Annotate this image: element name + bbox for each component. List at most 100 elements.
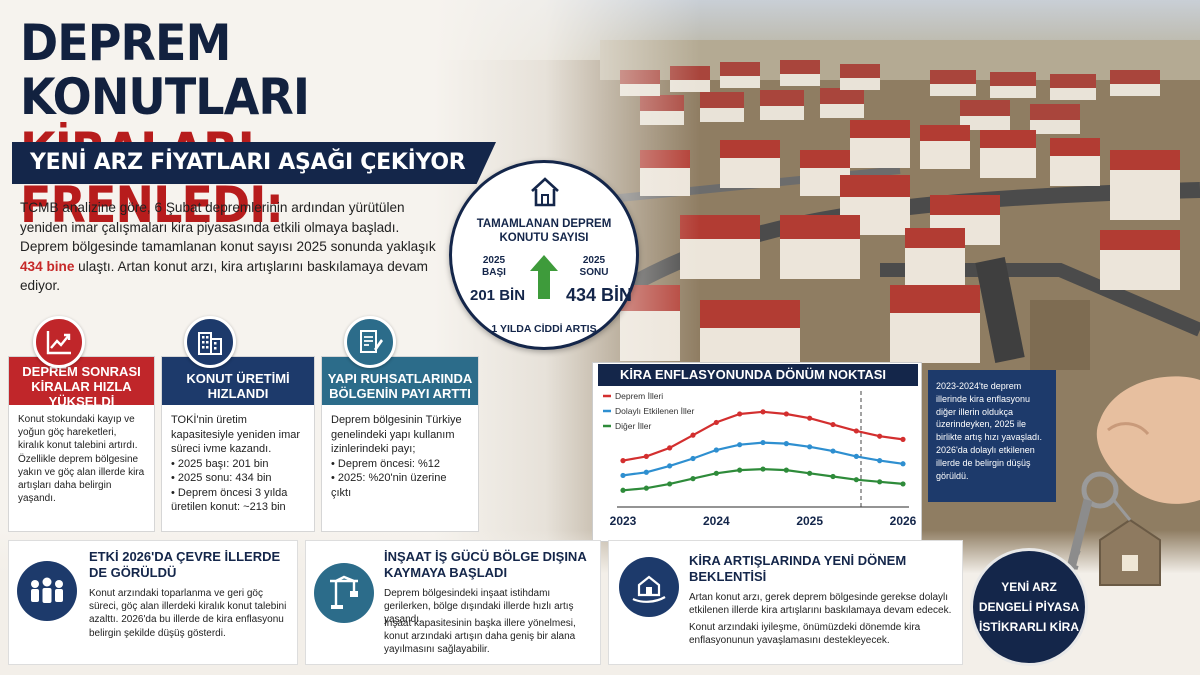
- list-item: 2025 başı: 201 bin: [171, 457, 305, 472]
- circle-footer: 1 YILDA CİDDİ ARTIŞ: [491, 323, 597, 335]
- document-icon: [344, 316, 396, 368]
- chart-title: KİRA ENFLASYONUNDA DÖNÜM NOKTASI: [598, 364, 918, 386]
- bottom-card-labor-text-2: İnşaat kapasitesinin başka illere yönelm…: [384, 618, 576, 656]
- data-point: [807, 444, 813, 450]
- legend-label: Diğer İller: [615, 421, 652, 431]
- data-point: [643, 485, 649, 491]
- bottom-card-impact: ETKİ 2026'DA ÇEVRE İLLERDE DE GÖRÜLDÜ Ko…: [8, 540, 298, 665]
- card-permits-title: YAPI RUHSATLARINDA BÖLGENİN PAYI ARTTI: [322, 357, 478, 405]
- x-tick-label: 2023: [610, 514, 637, 528]
- card-rents-rose-body: Konut stokundaki kayıp ve yoğun göç hare…: [18, 414, 145, 505]
- card-rents-rose-title: DEPREM SONRASI KİRALAR HIZLA YÜKSELDİ: [9, 357, 154, 409]
- data-point: [900, 436, 906, 442]
- data-point: [877, 479, 883, 485]
- data-point: [643, 469, 649, 475]
- data-point: [690, 455, 696, 462]
- data-point: [760, 439, 766, 446]
- data-point: [877, 458, 883, 464]
- keys-hand-illustration: [1063, 376, 1200, 586]
- data-point: [620, 472, 626, 479]
- data-point: [667, 463, 673, 469]
- chart-note: 2023-2024'te deprem illerinde kira enfla…: [928, 370, 1056, 502]
- card-production-intro: TOKİ'nin üretim kapasitesiyle yeniden im…: [171, 414, 301, 455]
- bottom-card-expectation-text-2: Konut arzındaki iyileşme, önümüzdeki dön…: [689, 622, 921, 647]
- card-production-title: KONUT ÜRETİMİ HIZLANDI: [162, 357, 314, 405]
- housing-count-circle: TAMAMLANAN DEPREM KONUTU SAYISI 2025 BAŞ…: [449, 160, 639, 350]
- series-line: [622, 467, 904, 492]
- data-point: [900, 461, 906, 467]
- bottom-card-labor: İNŞAAT İŞ GÜCÜ BÖLGE DIŞINA KAYMAYA BAŞL…: [305, 540, 601, 665]
- card-permits-list: Deprem öncesi: %12 2025: %20'nin üzerine…: [331, 457, 469, 501]
- summary-badge: YENİ ARZ DENGELİ PİYASA İSTİKRARLI KİRA: [970, 548, 1088, 666]
- bottom-card-impact-title: ETKİ 2026'DA ÇEVRE İLLERDE DE GÖRÜLDÜ: [89, 549, 281, 580]
- data-point: [900, 481, 906, 487]
- people-icon: [17, 561, 77, 621]
- data-point: [760, 409, 766, 415]
- data-point: [737, 467, 743, 473]
- data-point: [807, 415, 813, 421]
- rent-inflation-chart: 2023 2024 2025 2026 Deprem İlleri Dolaylı Etk…: [603, 391, 917, 528]
- data-point: [830, 473, 836, 480]
- building-icon: [184, 316, 236, 368]
- data-point: [690, 476, 696, 482]
- card-production: KONUT ÜRETİMİ HIZLANDI TOKİ'nin üretim k…: [161, 356, 315, 532]
- legend-label: Deprem İlleri: [615, 391, 663, 401]
- circle-title: TAMAMLANAN DEPREM KONUTU SAYISI: [476, 218, 612, 244]
- list-item: 2025: %20'nin üzerine çıktı: [331, 471, 469, 500]
- data-point: [713, 447, 719, 453]
- card-permits-intro: Deprem bölgesinin Türkiye genelindeki ya…: [331, 414, 462, 455]
- chart-panel: 2023 2024 2025 2026 Deprem İlleri Dolaylı Etk…: [592, 362, 922, 542]
- house-icon: [531, 177, 559, 207]
- card-permits-body: Deprem bölgesinin Türkiye genelindeki ya…: [322, 405, 478, 508]
- x-tick-label: 2024: [703, 514, 730, 528]
- circle-right-year: 2025 SONU: [579, 255, 609, 278]
- data-point: [643, 453, 649, 459]
- data-point: [667, 445, 673, 451]
- badge-line-3: İSTİKRARLI KİRA: [979, 620, 1079, 634]
- card-permits: YAPI RUHSATLARINDA BÖLGENİN PAYI ARTTI D…: [321, 356, 479, 532]
- bottom-card-expectation-title: KİRA ARTIŞLARINDA YENİ DÖNEM BEKLENTİSİ: [689, 553, 907, 584]
- house-hand-icon: [619, 557, 679, 617]
- badge-line-2: DENGELİ PİYASA: [978, 600, 1080, 614]
- x-tick-label: 2026: [890, 514, 917, 528]
- data-point: [620, 487, 626, 493]
- bottom-card-labor-title: İNŞAAT İŞ GÜCÜ BÖLGE DIŞINA KAYMAYA BAŞL…: [384, 549, 587, 580]
- data-point: [667, 481, 673, 487]
- badge-line-1: YENİ ARZ: [1001, 580, 1057, 594]
- list-item: Deprem öncesi: %12: [331, 457, 469, 472]
- subtitle-bar: YENİ ARZ FİYATLARI AŞAĞI ÇEKİYOR: [12, 142, 496, 184]
- data-point: [620, 458, 626, 464]
- data-point: [783, 411, 789, 417]
- chart-up-icon: [33, 316, 85, 368]
- data-point: [877, 433, 883, 439]
- headline-line-1: DEPREM KONUTLARI: [20, 14, 310, 126]
- bottom-card-expectation-text-1: Artan konut arzı, gerek deprem bölgesind…: [689, 592, 952, 617]
- circle-left-year: 2025 BAŞI: [482, 255, 506, 278]
- data-point: [807, 470, 813, 476]
- intro-paragraph: TCMB analizine göre, 6 Şubat depremlerin…: [20, 198, 440, 296]
- data-point: [713, 470, 719, 476]
- x-tick-label: 2025: [796, 514, 823, 528]
- data-point: [713, 419, 719, 426]
- intro-text-2: ulaştı. Artan konut arzı, kira artışları…: [20, 258, 428, 294]
- card-production-body: TOKİ'nin üretim kapasitesiyle yeniden im…: [162, 405, 314, 523]
- crane-icon: [314, 563, 374, 623]
- intro-text-1: TCMB analizine göre, 6 Şubat depremlerin…: [20, 200, 436, 254]
- list-item: Deprem öncesi 3 yılda üretilen konut: ~2…: [171, 486, 305, 515]
- data-point: [853, 477, 859, 483]
- data-point: [830, 448, 836, 454]
- data-point: [830, 421, 836, 428]
- data-point: [783, 441, 789, 447]
- legend-label: Dolaylı Etkilenen İller: [615, 406, 695, 416]
- data-point: [760, 466, 766, 472]
- data-point: [853, 453, 859, 459]
- circle-left-value: 201 BİN: [470, 287, 526, 304]
- list-item: 2025 sonu: 434 bin: [171, 471, 305, 486]
- up-arrow-icon: [530, 255, 558, 299]
- bottom-card-labor-text-1: Deprem bölgesindeki inşaat istihdamı ger…: [384, 588, 574, 626]
- bottom-card-expectation: KİRA ARTIŞLARINDA YENİ DÖNEM BEKLENTİSİ …: [608, 540, 963, 665]
- intro-highlight: 434 bine: [20, 258, 75, 274]
- circle-right-value: 434 BİN: [566, 285, 633, 305]
- data-point: [690, 432, 696, 438]
- data-point: [853, 428, 859, 434]
